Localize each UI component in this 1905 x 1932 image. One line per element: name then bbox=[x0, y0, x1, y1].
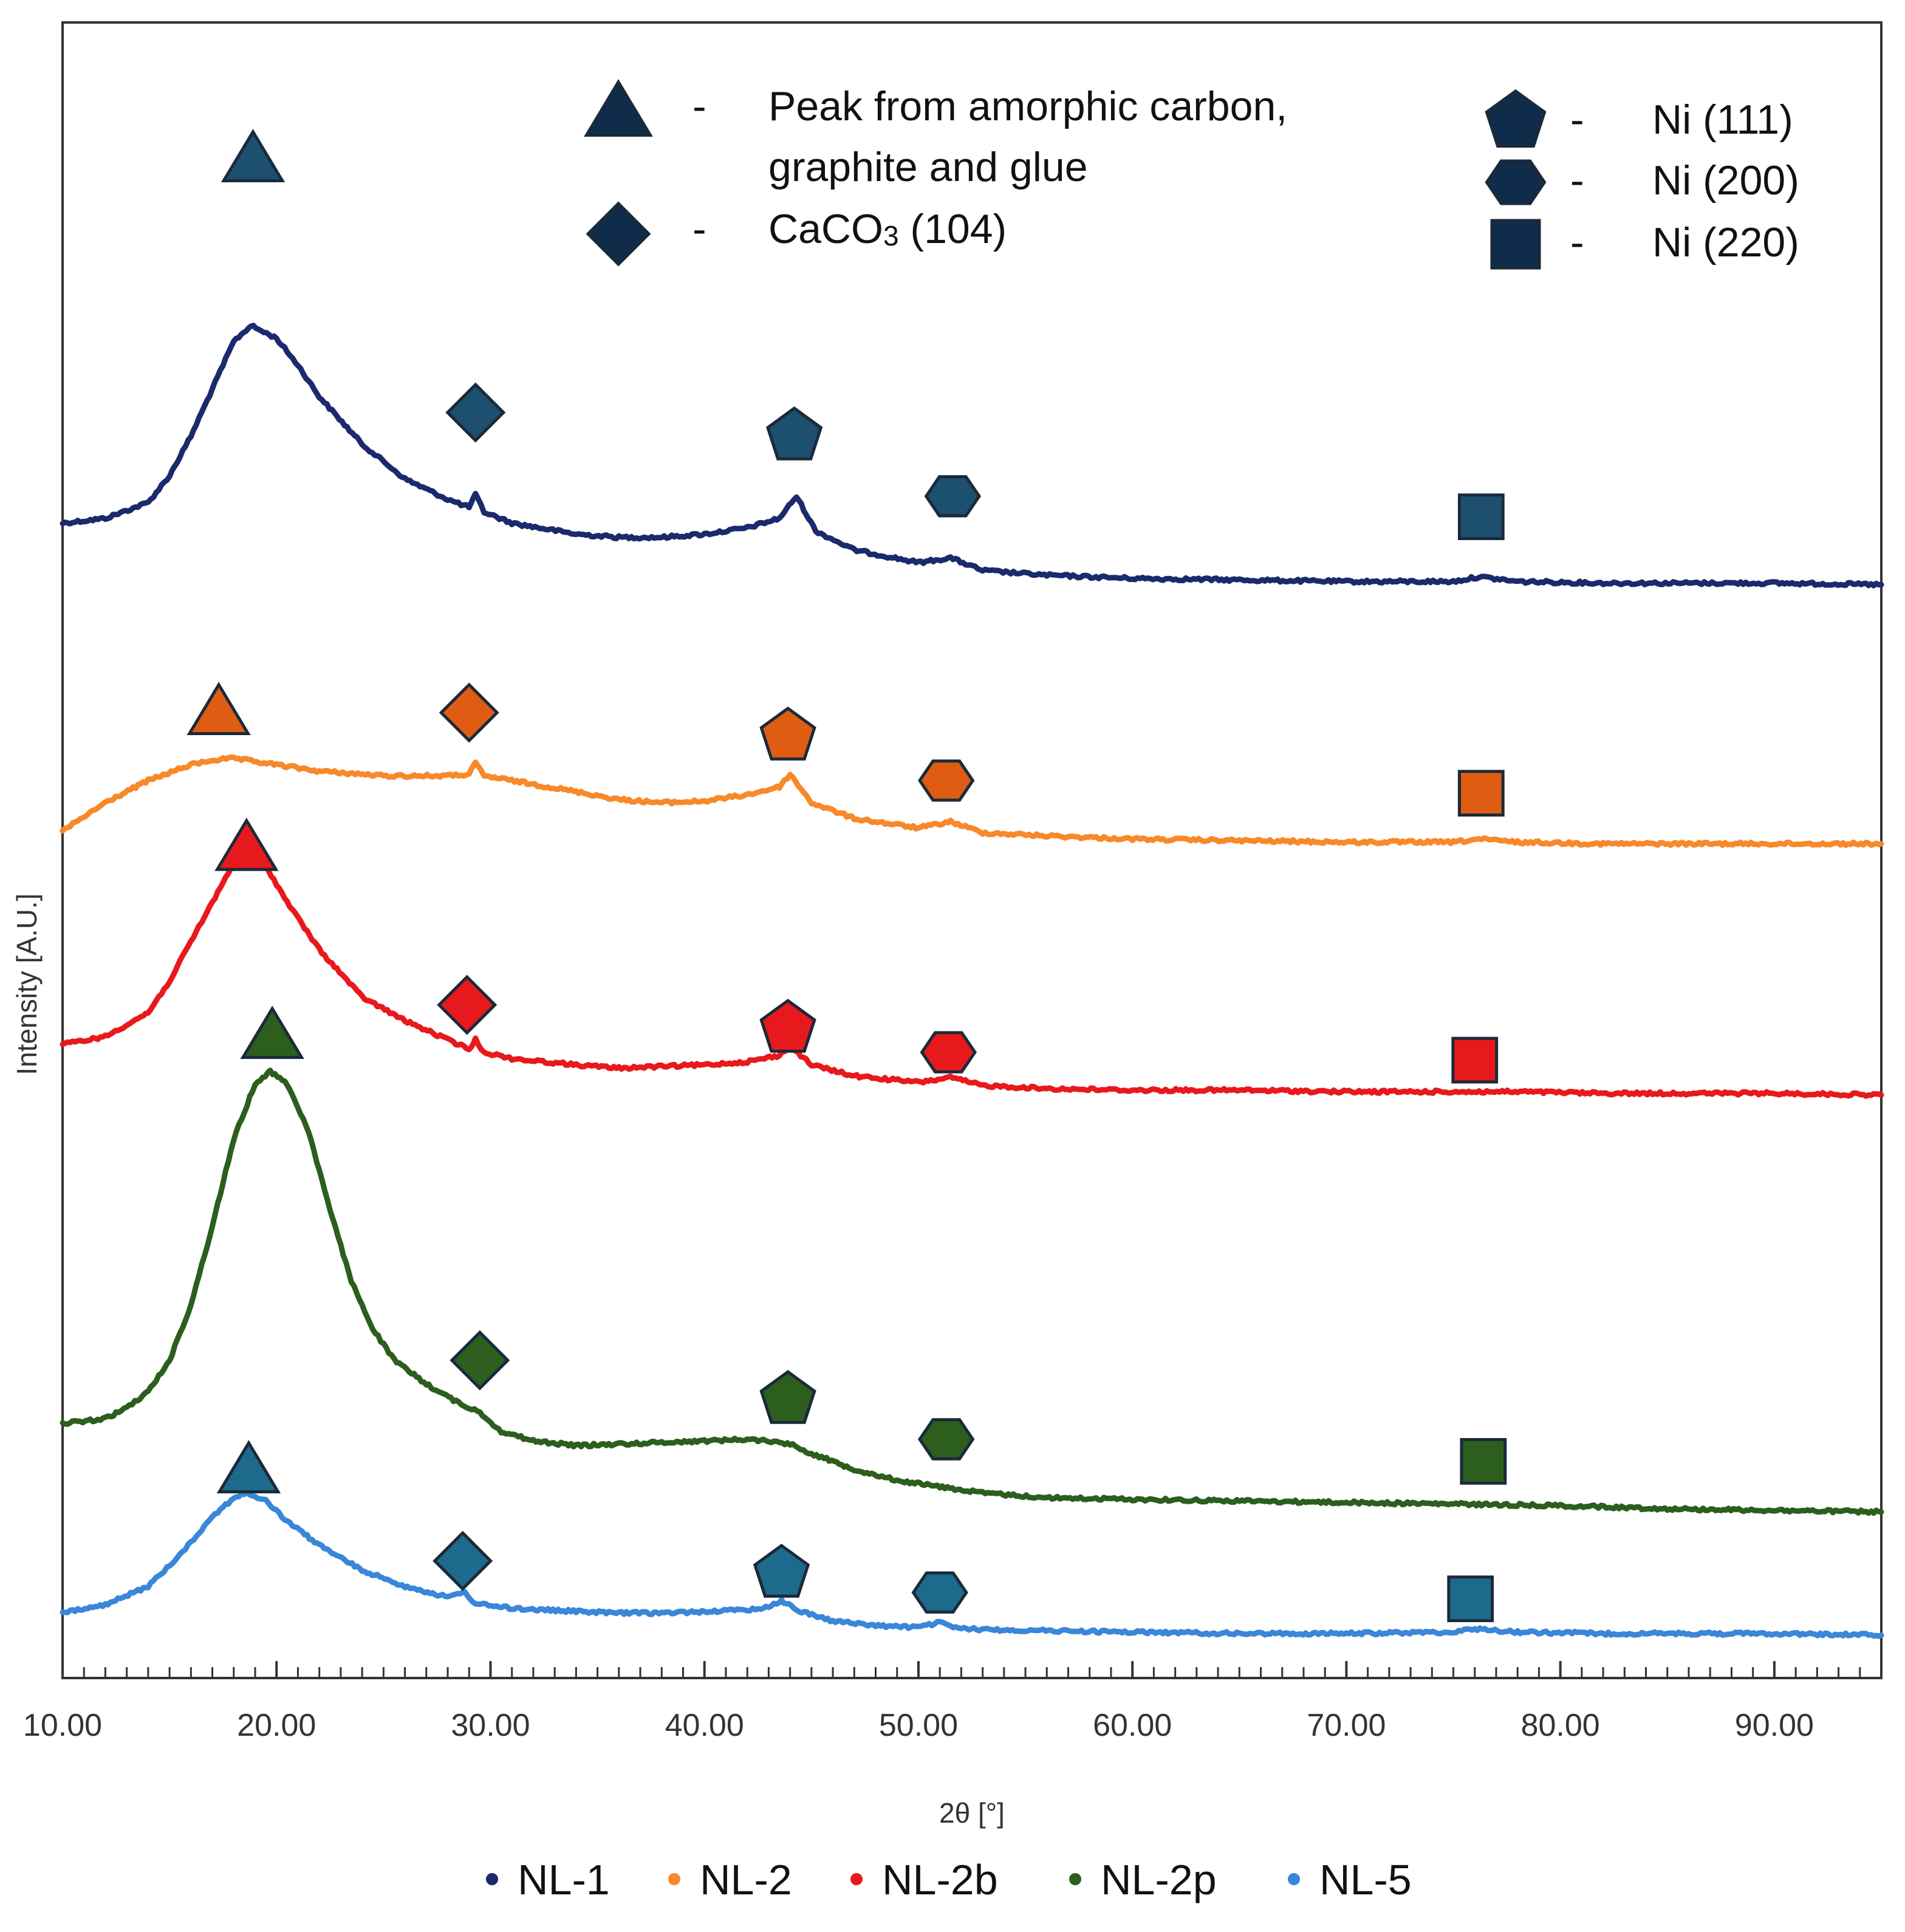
key-label: graphite and glue bbox=[768, 144, 1088, 190]
key-pentagon-icon bbox=[1485, 89, 1547, 148]
legend-label-nl-2b: NL-2b bbox=[882, 1856, 998, 1903]
peak-markers bbox=[186, 129, 1507, 1622]
legend-label-nl-2: NL-2 bbox=[700, 1856, 792, 1903]
peak-marker-diamond-nl-5 bbox=[433, 1530, 493, 1591]
peak-marker-hexagon-nl-2p bbox=[917, 1418, 975, 1461]
legend-marker-nl-1 bbox=[486, 1873, 498, 1885]
key-hexagon-icon bbox=[1485, 159, 1547, 205]
key-diamond-icon bbox=[586, 201, 651, 267]
legend-label-nl-5: NL-5 bbox=[1319, 1856, 1412, 1903]
peak-marker-triangle-nl-2b bbox=[214, 817, 279, 871]
peak-marker-square-nl-2b bbox=[1451, 1036, 1499, 1084]
key-triangle-icon bbox=[584, 79, 653, 137]
series-lines bbox=[60, 323, 1884, 1639]
peak-marker-triangle-nl-2 bbox=[186, 682, 251, 735]
x-axis-ticks: 10.00 20.00 30.00 40.00 50.00 60.00 70.00 80.00… bbox=[23, 1661, 1883, 1743]
series-line-nl-5 bbox=[60, 1489, 1884, 1639]
peak-marker-square-nl-1 bbox=[1457, 493, 1505, 540]
peak-marker-pentagon-nl-2b bbox=[759, 998, 816, 1053]
x-tick-label: 90.00 bbox=[1735, 1708, 1814, 1743]
y-axis-title: Intensity [A.U.] bbox=[11, 893, 43, 1075]
peak-marker-hexagon-nl-1 bbox=[924, 475, 982, 518]
x-axis-title: 2θ [°] bbox=[939, 1797, 1005, 1829]
legend-label-nl-2p: NL-2p bbox=[1101, 1856, 1217, 1903]
x-tick-label: 30.00 bbox=[451, 1708, 530, 1743]
peak-marker-triangle-nl-1 bbox=[221, 129, 286, 182]
peak-marker-diamond-nl-2 bbox=[439, 682, 499, 743]
x-tick-label: 10.00 bbox=[23, 1708, 102, 1743]
peak-marker-pentagon-nl-2p bbox=[759, 1369, 816, 1424]
legend: NL-1 NL-2 NL-2b NL-2p NL-5 bbox=[486, 1856, 1412, 1903]
x-tick-label: 70.00 bbox=[1307, 1708, 1386, 1743]
key-label-caco3: CaCO3 (104) bbox=[768, 206, 1007, 252]
plot-frame bbox=[61, 21, 1883, 1679]
legend-marker-nl-2 bbox=[668, 1873, 680, 1885]
peak-marker-square-nl-2p bbox=[1460, 1438, 1507, 1485]
peak-marker-diamond-nl-2b bbox=[437, 975, 498, 1035]
legend-marker-nl-2p bbox=[1069, 1873, 1081, 1885]
peak-marker-diamond-nl-1 bbox=[445, 382, 506, 443]
key-label: Ni (200) bbox=[1652, 157, 1799, 204]
symbol-key: - Peak from amorphic carbon, graphite and … bbox=[584, 79, 1799, 270]
series-line-nl-2p bbox=[60, 1067, 1884, 1516]
peak-marker-hexagon-nl-2 bbox=[917, 759, 975, 802]
key-label: Ni (220) bbox=[1652, 219, 1799, 265]
legend-label-nl-1: NL-1 bbox=[518, 1856, 610, 1903]
key-label: Peak from amorphic carbon, bbox=[768, 83, 1287, 129]
legend-marker-nl-5 bbox=[1288, 1873, 1300, 1885]
key-square-icon bbox=[1490, 219, 1541, 270]
key-dash: - bbox=[693, 206, 706, 252]
peak-marker-square-nl-5 bbox=[1447, 1575, 1494, 1622]
peak-marker-diamond-nl-2p bbox=[450, 1330, 510, 1391]
peak-marker-square-nl-2 bbox=[1457, 770, 1505, 817]
series-line-nl-1 bbox=[60, 323, 1884, 589]
key-dash: - bbox=[1570, 157, 1584, 204]
peak-marker-hexagon-nl-5 bbox=[911, 1571, 968, 1614]
x-tick-label: 80.00 bbox=[1521, 1708, 1600, 1743]
peak-marker-pentagon-nl-1 bbox=[765, 406, 823, 461]
peak-marker-triangle-nl-5 bbox=[216, 1440, 281, 1493]
peak-marker-hexagon-nl-2b bbox=[920, 1031, 977, 1074]
peak-marker-pentagon-nl-5 bbox=[753, 1543, 810, 1598]
legend-marker-nl-2b bbox=[850, 1873, 863, 1885]
x-tick-label: 50.00 bbox=[879, 1708, 958, 1743]
key-label: Ni (111) bbox=[1652, 97, 1793, 143]
key-dash: - bbox=[1570, 97, 1584, 143]
key-dash: - bbox=[693, 83, 706, 129]
x-tick-label: 60.00 bbox=[1093, 1708, 1172, 1743]
series-line-nl-2 bbox=[60, 754, 1884, 848]
peak-marker-triangle-nl-2p bbox=[240, 1005, 304, 1059]
x-tick-label: 40.00 bbox=[665, 1708, 744, 1743]
peak-marker-pentagon-nl-2 bbox=[759, 706, 816, 761]
x-tick-label: 20.00 bbox=[237, 1708, 316, 1743]
series-line-nl-2b bbox=[60, 849, 1884, 1099]
key-dash: - bbox=[1570, 219, 1584, 265]
